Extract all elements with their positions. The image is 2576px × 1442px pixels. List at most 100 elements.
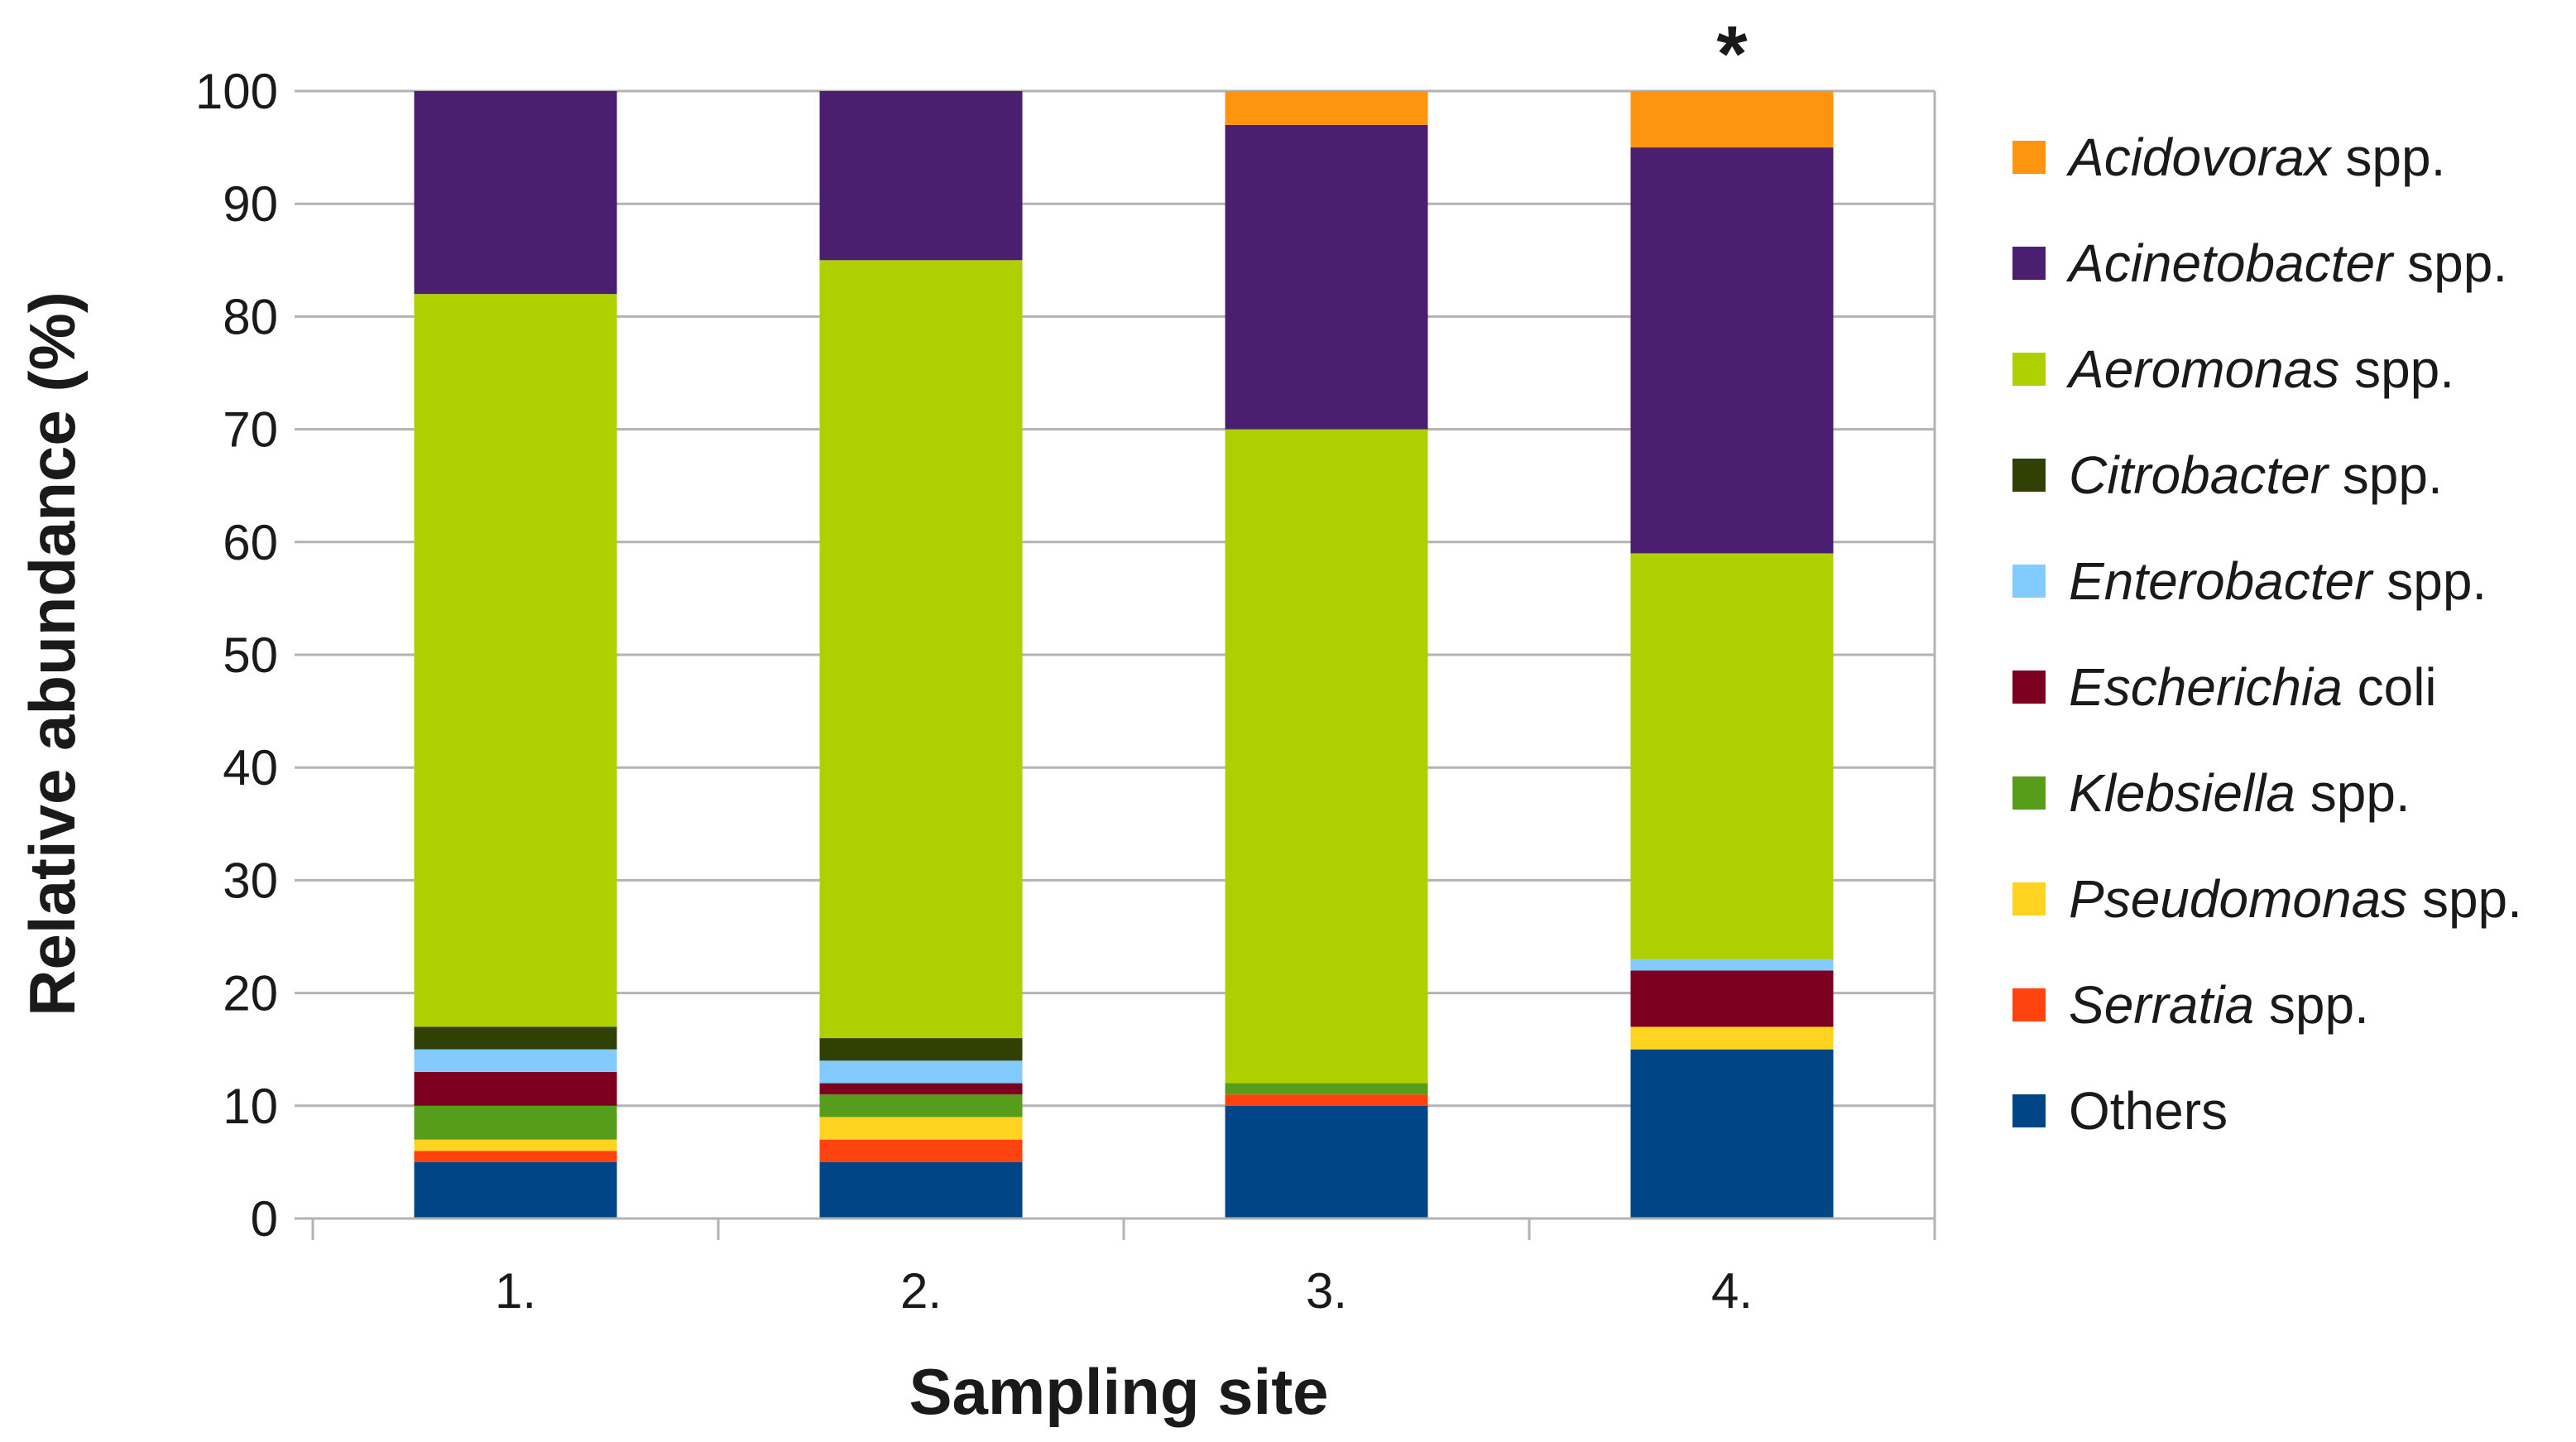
legend-suffix: spp. — [2372, 551, 2487, 611]
bar-segment — [414, 1026, 617, 1050]
legend-item: Klebsiella spp. — [2012, 763, 2411, 823]
bar-segment — [414, 294, 617, 1027]
legend-suffix: spp. — [2339, 339, 2454, 399]
bar-segment — [1225, 91, 1428, 125]
bar-segment — [1630, 1026, 1834, 1050]
legend-genus: Acidovorax — [2065, 127, 2333, 187]
y-tick-label: 20 — [223, 966, 278, 1021]
bar-segment — [1630, 970, 1834, 1027]
x-tick-label: 4. — [1711, 1263, 1753, 1319]
legend-suffix: coli — [2343, 657, 2437, 717]
legend-suffix: spp. — [2392, 233, 2507, 293]
legend-suffix: spp. — [2331, 127, 2446, 187]
legend-label: Pseudomonas spp. — [2069, 869, 2522, 929]
legend-swatch — [2012, 565, 2046, 598]
x-tick-label: 3. — [1306, 1263, 1347, 1319]
legend-item: Aeromonas spp. — [2012, 339, 2454, 399]
bar-segment — [819, 1083, 1023, 1095]
legend-swatch — [2012, 141, 2046, 174]
legend-item: Serratia spp. — [2012, 975, 2369, 1035]
legend-genus: Klebsiella — [2069, 763, 2295, 823]
y-tick-labels: 0 10 20 30 40 50 60 70 80 90 100 — [195, 64, 278, 1247]
legend-genus: Enterobacter — [2069, 551, 2374, 611]
legend-swatch — [2012, 1094, 2046, 1127]
y-tick-label: 80 — [223, 289, 278, 344]
bar-segment — [1225, 1094, 1428, 1106]
bar-segment — [819, 1117, 1023, 1140]
legend-swatch — [2012, 671, 2046, 704]
legend: Acidovorax spp.Acinetobacter spp.Aeromon… — [2012, 127, 2522, 1141]
legend-genus: Citrobacter — [2069, 445, 2330, 505]
legend-label: Citrobacter spp. — [2069, 445, 2443, 505]
y-tick-label: 90 — [223, 176, 278, 232]
bar-segment — [1225, 1083, 1428, 1095]
bar-segment — [819, 1038, 1023, 1061]
legend-item: Escherichia coli — [2012, 657, 2437, 717]
bar-segment — [819, 1139, 1023, 1162]
legend-label: Others — [2069, 1081, 2228, 1141]
legend-suffix: spp. — [2295, 763, 2411, 823]
bar-segment — [1630, 1049, 1834, 1218]
bar-segment — [819, 91, 1023, 261]
significance-marker: * — [1716, 10, 1748, 99]
bar-segment — [819, 1060, 1023, 1084]
y-tick-label: 60 — [223, 515, 278, 570]
legend-item: Acidovorax spp. — [2012, 127, 2445, 187]
legend-item: Citrobacter spp. — [2012, 445, 2443, 505]
x-tick-label: 2. — [900, 1263, 942, 1319]
legend-genus: Acinetobacter — [2065, 233, 2395, 293]
legend-item: Others — [2012, 1081, 2228, 1141]
legend-swatch — [2012, 247, 2046, 280]
bar-segment — [414, 1071, 617, 1106]
bars — [414, 91, 1834, 1218]
bar-segment — [1225, 429, 1428, 1084]
y-tick-label: 30 — [223, 853, 278, 908]
bar-segment — [819, 1094, 1023, 1118]
legend-genus: Aeromonas — [2065, 339, 2339, 399]
legend-label: Acinetobacter spp. — [2065, 233, 2507, 293]
legend-label: Enterobacter spp. — [2069, 551, 2487, 611]
bar-segment — [414, 1161, 617, 1218]
y-tick-label: 0 — [251, 1191, 278, 1247]
legend-genus: Pseudomonas — [2069, 869, 2407, 929]
bar-segment — [414, 1139, 617, 1151]
bar-segment — [1630, 553, 1834, 959]
y-tick-label: 70 — [223, 402, 278, 458]
bar-segment — [414, 1105, 617, 1140]
legend-label: Acidovorax spp. — [2065, 127, 2445, 187]
legend-genus: Escherichia — [2069, 657, 2343, 717]
x-tick-label: 1. — [495, 1263, 536, 1319]
bar-segment — [819, 1161, 1023, 1218]
legend-suffix: spp. — [2254, 975, 2369, 1035]
legend-swatch — [2012, 882, 2046, 916]
y-axis-title: Relative abundance (%) — [16, 291, 89, 1017]
bar-segment — [1630, 91, 1834, 148]
legend-label: Escherichia coli — [2069, 657, 2437, 717]
legend-item: Enterobacter spp. — [2012, 551, 2487, 611]
legend-swatch — [2012, 988, 2046, 1021]
bar-segment — [819, 260, 1023, 1039]
axes — [295, 89, 1936, 1240]
legend-item: Acinetobacter spp. — [2012, 233, 2507, 293]
legend-item: Pseudomonas spp. — [2012, 869, 2522, 929]
y-tick-label: 50 — [223, 627, 278, 683]
y-tick-label: 100 — [195, 64, 278, 119]
legend-label: Aeromonas spp. — [2065, 339, 2454, 399]
annotations: * — [1716, 10, 1748, 99]
legend-suffix: spp. — [2328, 445, 2443, 505]
bar-segment — [1225, 124, 1428, 430]
bar-segment — [1225, 1105, 1428, 1218]
bar-segment — [414, 91, 617, 295]
legend-swatch — [2012, 776, 2046, 810]
legend-label: Serratia spp. — [2069, 975, 2369, 1035]
x-tick-labels: 1. 2. 3. 4. — [495, 1263, 1753, 1319]
bar-segment — [414, 1049, 617, 1072]
x-axis-title: Sampling site — [909, 1355, 1328, 1428]
legend-label: Klebsiella spp. — [2069, 763, 2411, 823]
y-tick-label: 10 — [223, 1079, 278, 1134]
legend-swatch — [2012, 459, 2046, 492]
legend-suffix: spp. — [2407, 869, 2522, 929]
legend-swatch — [2012, 353, 2046, 386]
bar-segment — [1630, 147, 1834, 554]
